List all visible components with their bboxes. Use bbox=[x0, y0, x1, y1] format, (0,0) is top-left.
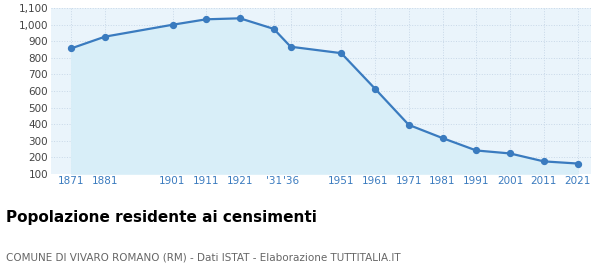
Point bbox=[472, 148, 481, 153]
Point bbox=[202, 17, 211, 22]
Point bbox=[438, 136, 448, 140]
Point bbox=[572, 161, 582, 166]
Point bbox=[235, 16, 245, 20]
Text: Popolazione residente ai censimenti: Popolazione residente ai censimenti bbox=[6, 210, 317, 225]
Point bbox=[168, 22, 178, 27]
Point bbox=[404, 123, 413, 127]
Point bbox=[286, 45, 295, 49]
Point bbox=[67, 46, 76, 51]
Text: COMUNE DI VIVARO ROMANO (RM) - Dati ISTAT - Elaborazione TUTTITALIA.IT: COMUNE DI VIVARO ROMANO (RM) - Dati ISTA… bbox=[6, 252, 401, 262]
Point bbox=[505, 151, 515, 156]
Point bbox=[539, 159, 548, 164]
Point bbox=[100, 34, 110, 39]
Point bbox=[370, 87, 380, 91]
Point bbox=[337, 51, 346, 55]
Point bbox=[269, 27, 278, 31]
